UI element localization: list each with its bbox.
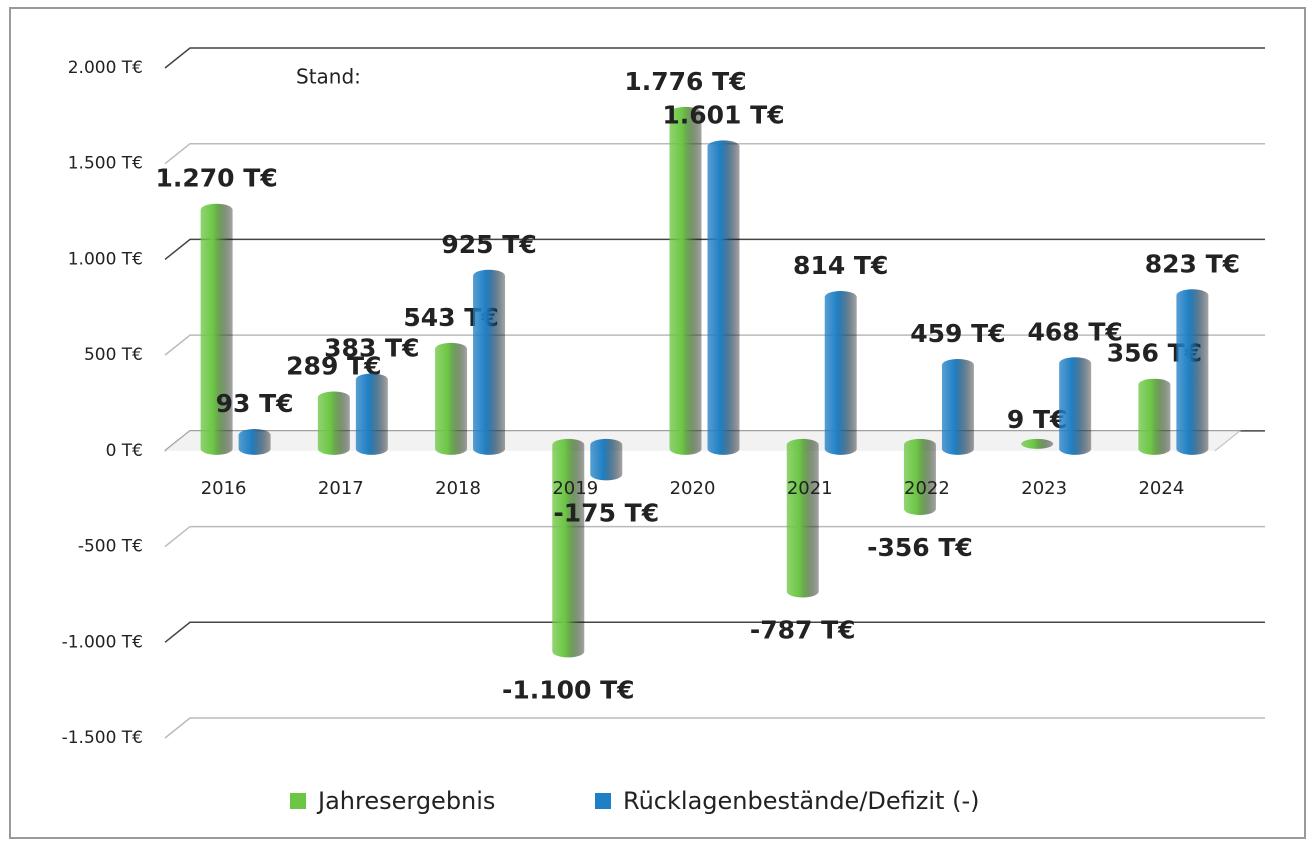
value-label: 1.776 T€ [624,67,746,96]
grid-line [164,621,1265,643]
legend-swatch [595,793,611,809]
x-tick-label: 2021 [787,478,833,499]
x-tick-label: 2017 [318,478,364,499]
bar [355,373,388,455]
y-tick-label: 0 T€ [106,441,143,461]
value-label: -175 T€ [553,498,659,527]
value-label: 925 T€ [441,230,536,259]
bar [590,438,623,481]
bar [707,140,740,455]
bar [786,438,819,598]
value-label: 823 T€ [1145,249,1240,278]
value-label: -1.100 T€ [502,675,635,704]
x-tick-label: 2018 [435,478,481,499]
x-tick-label: 2024 [1138,478,1184,499]
grid-line [164,238,1265,261]
bar [1138,378,1171,455]
value-label: -787 T€ [750,616,856,645]
value-label: 459 T€ [910,319,1005,348]
bar [1059,357,1092,455]
bar [1176,289,1209,455]
value-label: 1.270 T€ [155,164,277,193]
bar [824,291,857,455]
bar [903,438,936,516]
value-label: 93 T€ [216,389,294,418]
annotation: Stand: [296,65,361,89]
grid-line [164,334,1265,356]
bar [669,106,702,455]
grid-line [164,47,1265,69]
bar [941,358,974,455]
x-tick-label: 2019 [552,478,598,499]
y-tick-label: -500 T€ [78,537,143,557]
value-label: 9 T€ [1007,405,1068,434]
x-tick-label: 2023 [1021,478,1067,499]
x-tick-label: 2020 [670,478,716,499]
bar [1021,438,1054,449]
bar [238,429,271,455]
value-label: 1.601 T€ [662,100,784,129]
y-tick-label: 2.000 T€ [68,58,143,78]
bar [473,269,506,455]
value-label: 383 T€ [324,334,419,363]
value-label: 814 T€ [793,251,888,280]
grid-line [164,142,1265,165]
y-tick-label: 500 T€ [84,345,143,365]
bar [435,342,468,455]
value-label: 468 T€ [1027,317,1122,346]
y-tick-label: -1.500 T€ [62,728,143,748]
bar [200,203,233,455]
y-tick-label: 1.000 T€ [68,249,143,269]
legend-label: Jahresergebnis [316,787,495,815]
x-tick-label: 2022 [904,478,950,499]
bar [552,438,585,658]
x-tick-label: 2016 [201,478,247,499]
grid-line [164,717,1265,739]
y-tick-label: -1.000 T€ [62,632,143,652]
legend-label: Rücklagenbestände/Defizit (-) [623,787,979,815]
legend-swatch [290,793,306,809]
y-tick-label: 1.500 T€ [68,154,143,174]
grid-line [164,525,1265,548]
bar [317,391,350,455]
value-label: -356 T€ [867,533,973,562]
